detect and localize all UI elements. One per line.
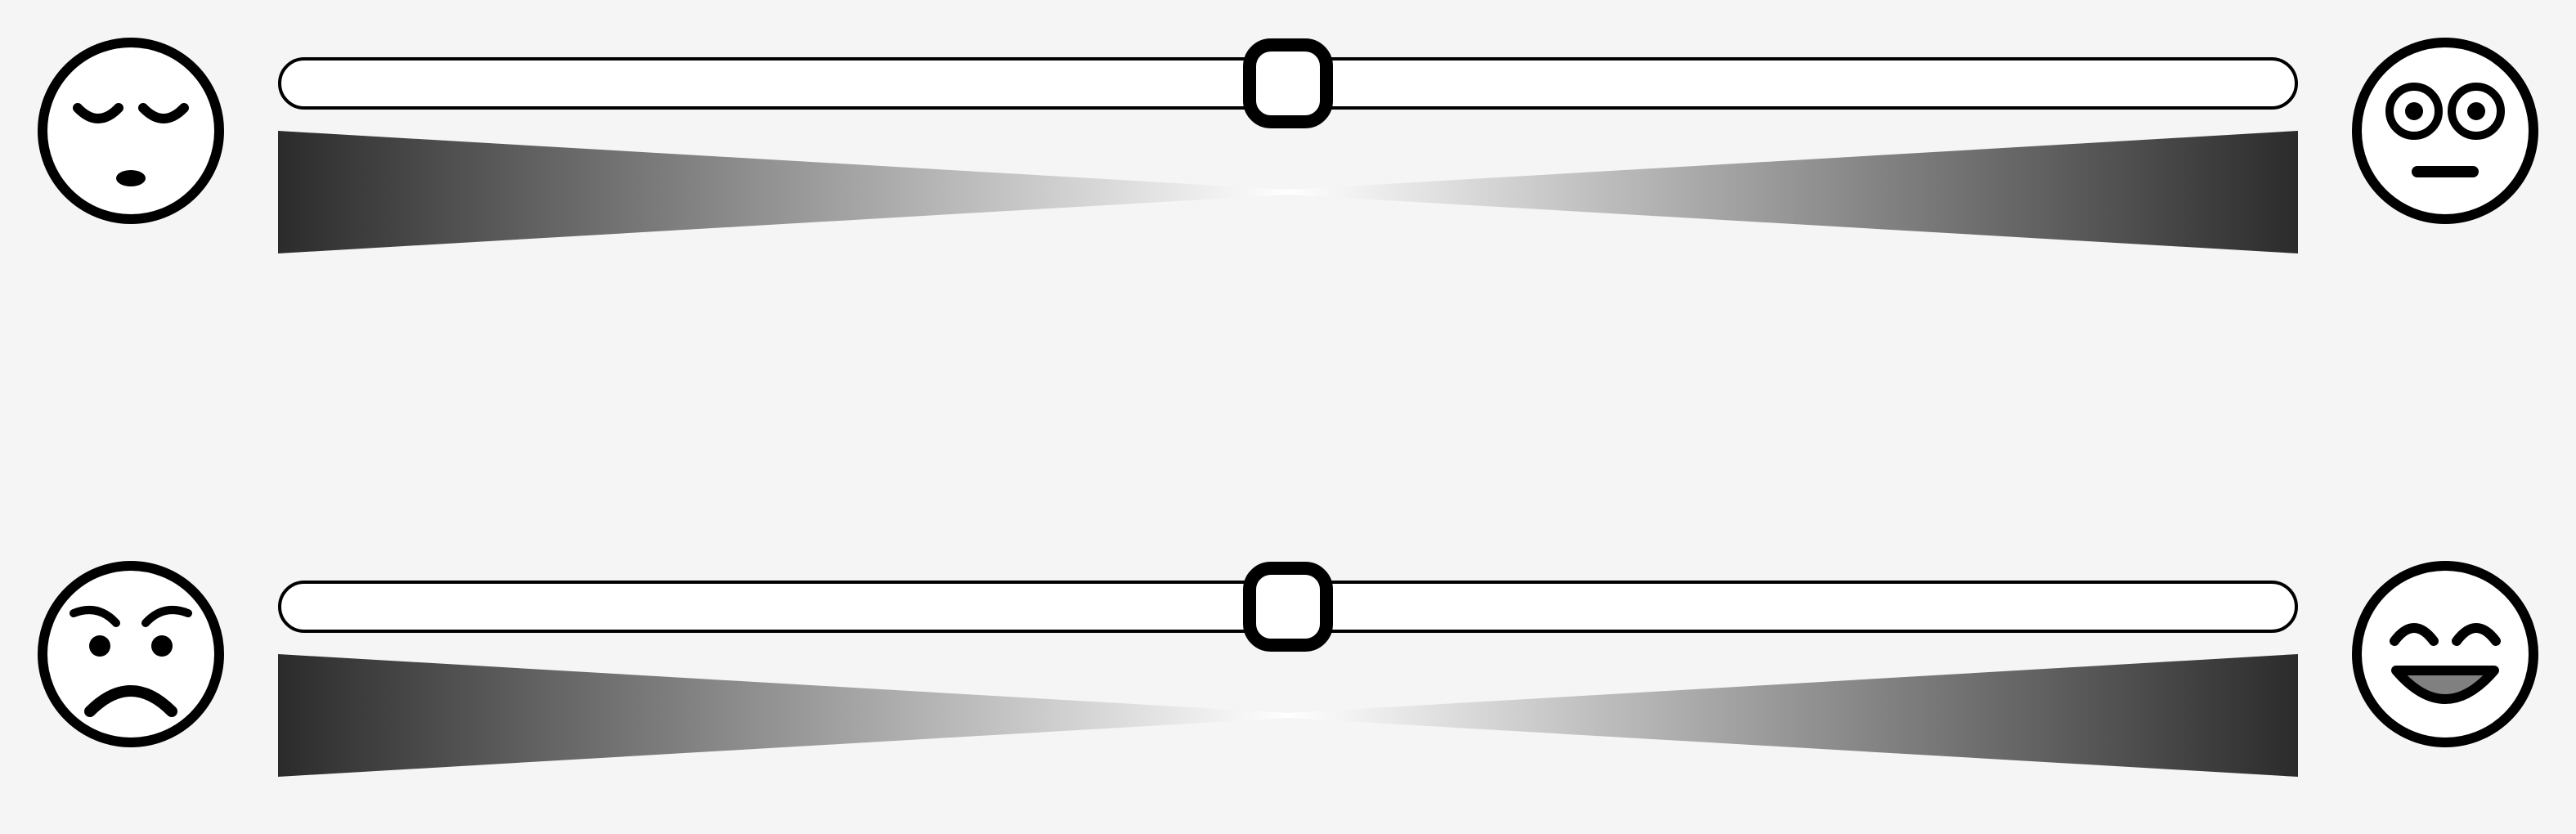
slider-thumb-arousal[interactable] xyxy=(1243,38,1333,128)
sad-face-icon xyxy=(33,556,229,752)
slider-row-valence xyxy=(0,556,2576,785)
slider-center-arousal xyxy=(278,33,2298,262)
happy-face-icon xyxy=(2347,556,2543,752)
intensity-wedges-arousal xyxy=(278,131,2298,253)
sleepy-face-icon xyxy=(33,33,229,229)
slider-center-valence xyxy=(278,556,2298,785)
slider-thumb-valence[interactable] xyxy=(1243,562,1333,652)
intensity-wedges-valence xyxy=(278,654,2298,777)
alert-face-icon xyxy=(2347,33,2543,229)
slider-row-arousal xyxy=(0,33,2576,262)
